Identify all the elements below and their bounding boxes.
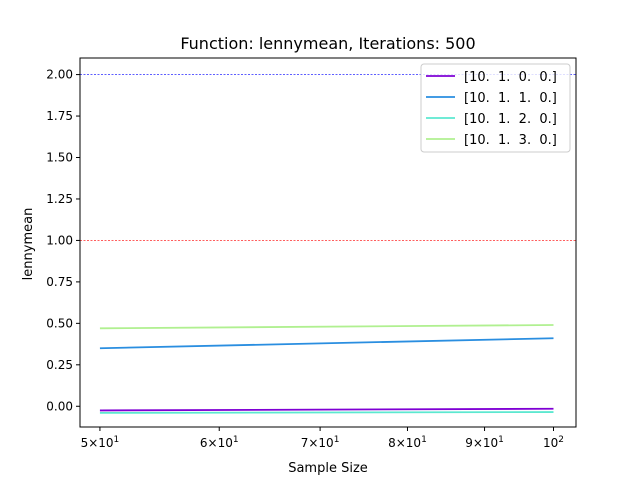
x-axis-label: Sample Size: [288, 461, 368, 476]
x-axis: 5×101 6×101 7×101 8×101 9×101 102: [81, 427, 564, 450]
y-axis: 0.00 0.25 0.50 0.75 1.00 1.25 1.50 1.75 2.00: [46, 68, 80, 413]
series-line-0: [99, 407, 554, 412]
legend-label-2: [10. 1. 2. 0.]: [464, 112, 557, 127]
series-lines: [99, 324, 554, 414]
y-tick-label-3: 0.75: [46, 275, 73, 289]
series-line-2: [99, 411, 554, 414]
x-tick-label-3: 8×101: [388, 435, 427, 450]
y-tick-label-5: 1.25: [46, 192, 73, 206]
legend-label-0: [10. 1. 0. 0.]: [464, 70, 557, 85]
y-tick-label-6: 1.50: [46, 151, 73, 165]
legend-label-3: [10. 1. 3. 0.]: [464, 133, 557, 148]
legend-label-1: [10. 1. 1. 0.]: [464, 91, 557, 106]
y-tick-label-2: 0.50: [46, 316, 73, 330]
y-tick-label-0: 0.00: [46, 399, 73, 413]
legend-box: [420, 63, 571, 153]
plot-frame: [79, 57, 577, 428]
chart-title: Function: lennymean, Iterations: 500: [180, 34, 475, 53]
y-tick-label-1: 0.25: [46, 358, 73, 372]
y-tick-label-7: 1.75: [46, 109, 73, 123]
y-tick-label-8: 2.00: [46, 68, 73, 82]
legend: [10. 1. 0. 0.] [10. 1. 1. 0.] [10. 1. 2. 0…: [420, 63, 571, 153]
series-line-3: [99, 324, 554, 330]
x-tick-label-4: 9×101: [465, 435, 504, 450]
y-axis-label: lennymean: [21, 208, 36, 281]
x-tick-label-5: 102: [543, 435, 564, 450]
x-tick-label-1: 6×101: [200, 435, 239, 450]
y-tick-label-4: 1.00: [46, 233, 73, 247]
x-tick-label-0: 5×101: [81, 435, 120, 450]
x-tick-label-2: 7×101: [301, 435, 340, 450]
series-line-1: [99, 337, 554, 350]
